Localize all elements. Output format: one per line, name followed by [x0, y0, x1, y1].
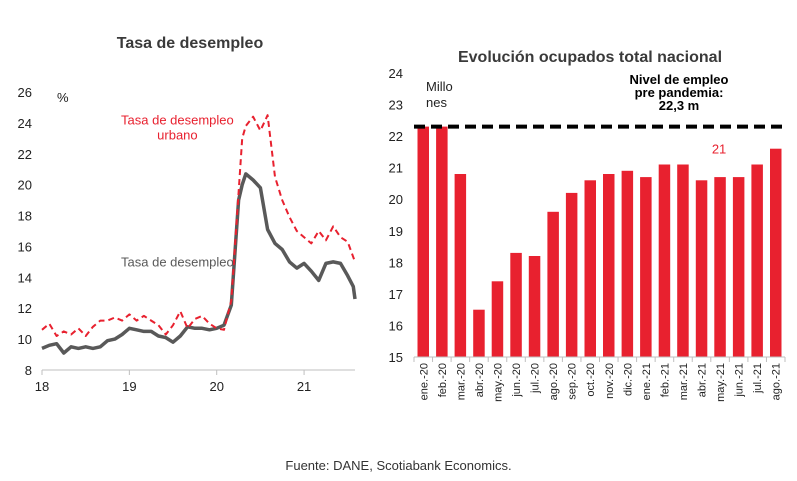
right-x-axis: ene.-20 feb.-20 mar.-20 abr.-20 may.-20 jun.-… [413, 356, 786, 402]
right-x-tick: ene.-20 [418, 363, 430, 400]
left-y-tick: 26 [18, 85, 32, 100]
right-x-tick: sep.-20 [567, 363, 579, 400]
right-y-axis: 15 16 17 18 19 20 21 22 23 24 [389, 66, 403, 365]
right-x-tick: mar.-21 [678, 363, 690, 400]
reference-label-line: 22,3 m [659, 98, 699, 113]
right-y-tick: 21 [389, 161, 403, 176]
right-x-tick: ago.-21 [771, 363, 783, 400]
employment-bar [603, 174, 615, 357]
right-bars [417, 126, 782, 357]
right-x-tick: jul.-21 [752, 363, 764, 394]
right-annotations: 21 [712, 141, 726, 156]
right-x-tick: may.-20 [492, 363, 504, 402]
left-x-tick: 19 [122, 379, 136, 394]
left-x-tick: 18 [35, 379, 49, 394]
right-ylabel-line: Millo [426, 79, 453, 94]
reference-label-line: pre pandemia: [635, 85, 724, 100]
employment-bar [436, 126, 448, 357]
right-chart-title: Evolución ocupados total nacional [458, 49, 722, 66]
employment-bar [732, 177, 745, 357]
right-x-tick: dic.-20 [622, 363, 634, 396]
left-y-tick: 20 [18, 178, 32, 193]
right-x-tick: abr.-21 [697, 363, 709, 397]
right-x-tick: jul.-20 [530, 363, 542, 394]
left-y-tick: 16 [18, 239, 32, 254]
right-x-tick: ago.-20 [548, 363, 560, 400]
employment-bar [770, 148, 782, 357]
right-ylabel-line: nes [426, 95, 447, 110]
employment-bar [751, 164, 763, 357]
employment-bar [547, 211, 559, 357]
reference-label-line: Nivel de empleo [630, 72, 729, 87]
employment-chart: Evolución ocupados total nacional Millon… [389, 49, 786, 402]
employment-bar [677, 164, 689, 357]
bar-annotation: 21 [712, 141, 726, 156]
right-y-tick: 23 [389, 98, 403, 113]
employment-bar [695, 180, 708, 357]
employment-bar [584, 180, 596, 357]
right-y-tick: 20 [389, 192, 403, 207]
right-y-tick: 18 [389, 255, 403, 270]
left-y-tick: 10 [18, 332, 32, 347]
employment-bar [528, 256, 541, 357]
right-x-tick: oct.-20 [585, 363, 597, 397]
right-x-tick: feb.-21 [659, 363, 671, 397]
right-y-tick: 19 [389, 224, 403, 239]
employment-bar [714, 177, 726, 357]
urban-unemployment-line [41, 114, 356, 337]
figure: Tasa de desempleo % 8101214161820222426 … [18, 35, 786, 402]
right-y-tick: 24 [389, 66, 403, 81]
left-series-label: Tasa de desempleo [121, 255, 234, 270]
right-x-tick: ene.-21 [641, 363, 653, 400]
left-chart-ylabel: % [57, 90, 69, 105]
right-x-tick: feb.-20 [437, 363, 449, 397]
right-y-tick: 22 [389, 129, 403, 144]
unemployment-rate-chart: Tasa de desempleo % 8101214161820222426 … [18, 35, 357, 394]
left-y-tick: 8 [25, 363, 32, 378]
left-series-label: urbano [157, 127, 197, 142]
left-y-tick: 22 [18, 147, 32, 162]
employment-bar [640, 177, 652, 357]
left-y-axis: 8 10 12 14 16 18 20 22 24 26 [18, 85, 32, 378]
left-chart-title: Tasa de desempleo [117, 35, 264, 52]
employment-bar [658, 164, 671, 357]
employment-bar [473, 309, 485, 357]
right-x-tick: mar.-20 [455, 363, 467, 400]
source-note: Fuente: DANE, Scotiabank Economics. [285, 458, 512, 473]
right-x-tick: nov.-20 [604, 363, 616, 399]
unemployment-line [41, 172, 357, 355]
right-y-tick: 15 [389, 350, 403, 365]
left-series-label: Tasa de desempleo [121, 112, 234, 127]
left-x-tick: 21 [297, 379, 311, 394]
employment-bar [491, 281, 504, 357]
employment-bar [417, 126, 429, 357]
right-y-tick: 16 [389, 318, 403, 333]
employment-bar [454, 174, 467, 357]
right-x-tick: jun.-21 [734, 363, 746, 398]
left-y-tick: 18 [18, 209, 32, 224]
right-y-tick: 17 [389, 287, 403, 302]
employment-bar [621, 170, 634, 357]
left-y-tick: 24 [18, 116, 32, 131]
right-x-tick: abr.-20 [474, 363, 486, 397]
left-x-tick: 20 [209, 379, 223, 394]
left-x-axis: 18 19 20 21 [35, 369, 355, 394]
right-x-tick: may.-21 [715, 363, 727, 402]
employment-bar [510, 252, 522, 357]
left-y-tick: 14 [18, 270, 32, 285]
left-series-group [41, 114, 357, 355]
right-x-tick: jun.-20 [511, 363, 523, 398]
left-y-tick: 12 [18, 301, 32, 316]
employment-bar [565, 192, 578, 357]
